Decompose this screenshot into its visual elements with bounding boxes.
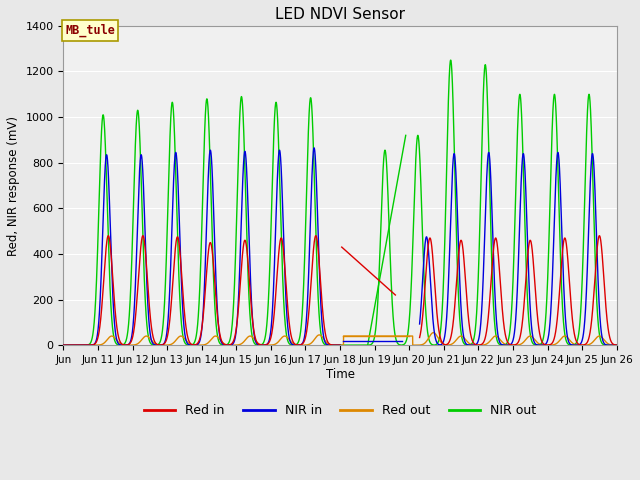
Text: MB_tule: MB_tule	[65, 24, 115, 37]
Y-axis label: Red, NIR response (mV): Red, NIR response (mV)	[7, 116, 20, 255]
X-axis label: Time: Time	[326, 368, 355, 381]
Title: LED NDVI Sensor: LED NDVI Sensor	[275, 7, 405, 22]
Legend: Red in, NIR in, Red out, NIR out: Red in, NIR in, Red out, NIR out	[139, 399, 541, 422]
